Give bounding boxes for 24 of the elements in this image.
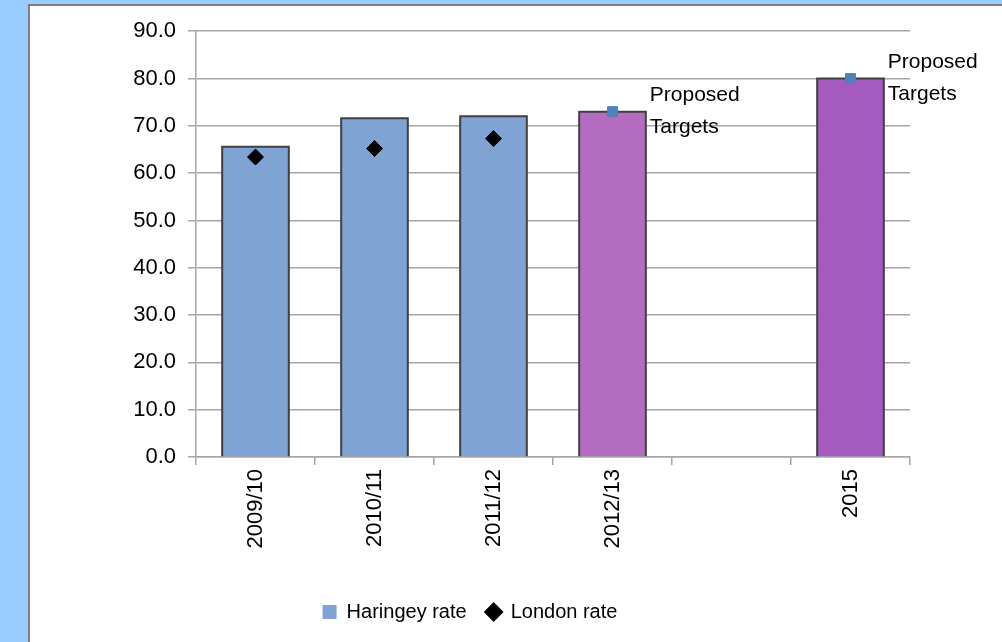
point xyxy=(845,73,856,84)
x-tick-label: 2012/13 xyxy=(598,469,624,549)
point xyxy=(485,130,502,148)
y-tick-label: 90.0 xyxy=(133,17,176,43)
legend-label: Haringey rate xyxy=(346,599,467,622)
x-tick-label: 2011/12 xyxy=(479,469,505,547)
point xyxy=(366,140,383,158)
point xyxy=(607,106,618,118)
x-tick-label: 2010/11 xyxy=(360,469,386,547)
y-tick-label: 60.0 xyxy=(133,159,176,185)
legend-label: London rate xyxy=(510,599,618,622)
point xyxy=(247,148,264,166)
x-tick-label: 2009/10 xyxy=(241,469,267,549)
y-tick-label: 10.0 xyxy=(133,395,176,421)
y-tick-label: 30.0 xyxy=(133,301,176,327)
y-tick-label: 70.0 xyxy=(133,111,176,137)
y-tick-label: 50.0 xyxy=(133,206,176,232)
y-tick-label: 80.0 xyxy=(133,64,176,90)
x-tick-label: 2015 xyxy=(836,469,862,518)
y-tick-label: 40.0 xyxy=(133,253,176,279)
y-tick-label: 0.0 xyxy=(145,443,176,469)
annotation: Proposed Targets xyxy=(649,82,740,138)
annotation: Proposed Targets xyxy=(887,49,978,105)
y-tick-label: 20.0 xyxy=(133,348,176,374)
